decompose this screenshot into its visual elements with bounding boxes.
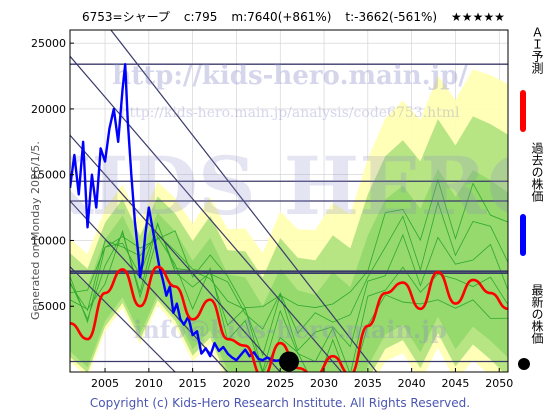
x-tick-label: 2015 bbox=[179, 377, 207, 390]
plot-area: KIDS HERO http://kids-hero.main.jp/http:/… bbox=[22, 30, 557, 372]
legend-ai-label: ＡＩ予測 bbox=[530, 26, 544, 74]
x-tick-label: 2045 bbox=[441, 377, 469, 390]
trend-line bbox=[70, 134, 281, 372]
stock-code-name: 6753=シャープ bbox=[82, 10, 170, 24]
y-tick-label: 10000 bbox=[31, 234, 66, 247]
y-tick-label: 5000 bbox=[38, 300, 66, 313]
trend-line bbox=[110, 30, 378, 372]
watermark-big: KIDS HERO bbox=[22, 139, 557, 233]
y-tick-label: 25000 bbox=[31, 37, 66, 50]
watermark-analysis-url: http://kids-hero.main.jp/analysis/code67… bbox=[120, 105, 460, 121]
legend-latest-dot bbox=[518, 358, 530, 370]
x-tick-label: 2030 bbox=[310, 377, 338, 390]
generated-date-text: Generated on Monday 2026/1/5. bbox=[29, 141, 42, 320]
x-tick-label: 2035 bbox=[354, 377, 382, 390]
x-tick-label: 2040 bbox=[398, 377, 426, 390]
past-price-line bbox=[70, 62, 290, 363]
trend-line bbox=[70, 266, 176, 372]
latest-price-marker bbox=[279, 351, 299, 372]
legend-past: 過去の株価 bbox=[518, 142, 548, 260]
x-tick-label: 2020 bbox=[222, 377, 250, 390]
current-price: c:795 bbox=[183, 10, 218, 24]
legend-past-swatch bbox=[520, 214, 526, 256]
legend-ai: ＡＩ予測 bbox=[518, 26, 548, 138]
x-tick-label: 2010 bbox=[135, 377, 163, 390]
generated-date-note: Generated on Monday 2026/1/5. bbox=[12, 60, 42, 320]
rating-stars: ★★★★★ bbox=[451, 10, 505, 24]
trend-line bbox=[70, 55, 343, 372]
x-tick-label: 2025 bbox=[266, 377, 294, 390]
forecast-band-inner bbox=[70, 168, 508, 372]
chart-header: 6753=シャープ c:795 m:7640(+861%) t:-3662(-561%… bbox=[82, 8, 519, 25]
x-tick-label: 2005 bbox=[91, 377, 119, 390]
chart-legend: ＡＩ予測 過去の株価 最新の株価 bbox=[518, 26, 548, 386]
forecast-path-line bbox=[70, 229, 508, 372]
y-tick-label: 20000 bbox=[31, 103, 66, 116]
copyright-footer: Copyright (c) Kids-Hero Research Institu… bbox=[89, 396, 471, 410]
x-tick-label: 2050 bbox=[485, 377, 513, 390]
legend-past-label: 過去の株価 bbox=[530, 142, 544, 202]
legend-latest-label: 最新の株価 bbox=[530, 284, 544, 344]
watermark-url: http://kids-hero.main.jp/ bbox=[112, 61, 468, 91]
max-forecast: m:7640(+861%) bbox=[231, 10, 332, 24]
y-tick-label: 15000 bbox=[31, 169, 66, 182]
min-forecast: t:-3662(-561%) bbox=[345, 10, 438, 24]
legend-latest: 最新の株価 bbox=[518, 284, 548, 384]
plot-frame bbox=[69, 29, 509, 373]
legend-ai-swatch bbox=[520, 90, 526, 132]
